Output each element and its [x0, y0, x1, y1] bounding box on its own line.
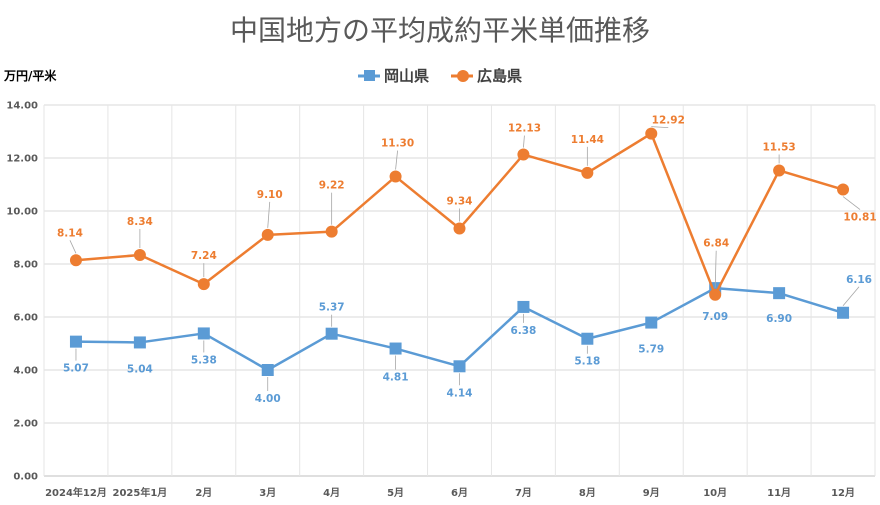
hiroshima-data-label: 6.84	[703, 238, 729, 250]
okayama-marker	[453, 360, 466, 373]
y-tick-label: 10.00	[6, 207, 38, 218]
hiroshima-marker	[581, 166, 594, 179]
okayama-data-label: 7.09	[702, 311, 728, 323]
hiroshima-marker	[133, 248, 146, 261]
legend-marker-square	[364, 70, 375, 81]
hiroshima-marker	[389, 170, 402, 183]
hiroshima-data-label: 8.14	[57, 227, 83, 239]
hiroshima-data-label: 11.53	[763, 141, 796, 153]
okayama-marker	[69, 335, 82, 348]
hiroshima-marker	[261, 228, 274, 241]
hiroshima-data-label: 7.24	[191, 250, 217, 262]
hiroshima-data-label: 9.22	[319, 180, 345, 192]
x-tick-label: 3月	[259, 487, 276, 499]
okayama-data-label: 6.38	[510, 325, 536, 337]
hiroshima-data-label: 10.81	[843, 212, 876, 224]
x-tick-label: 4月	[323, 487, 340, 499]
hiroshima-marker	[69, 254, 82, 267]
okayama-marker	[197, 327, 210, 340]
okayama-data-label: 4.00	[255, 393, 281, 405]
y-tick-label: 0.00	[13, 472, 38, 483]
y-tick-label: 2.00	[13, 419, 38, 430]
hiroshima-data-label: 12.92	[652, 115, 685, 127]
okayama-data-label: 5.37	[319, 302, 345, 314]
hiroshima-data-label: 11.44	[571, 134, 604, 146]
okayama-data-label: 5.38	[191, 354, 217, 366]
leader-line	[395, 150, 398, 170]
leader-line	[842, 286, 860, 307]
okayama-data-label: 4.14	[447, 387, 473, 399]
x-tick-label: 5月	[387, 487, 404, 499]
y-tick-label: 14.00	[6, 101, 38, 112]
okayama-marker	[325, 327, 338, 340]
okayama-marker	[389, 342, 402, 355]
x-tick-label: 10月	[703, 487, 727, 499]
series-group: 5.07 5.04 5.38 4.00 5.37 4.81 4.14 6.38 5.18 5.79…	[57, 115, 877, 405]
hiroshima-data-label: 9.34	[447, 195, 473, 207]
okayama-data-label: 5.79	[638, 344, 664, 356]
okayama-marker	[517, 300, 530, 313]
y-tick-label: 6.00	[13, 313, 38, 324]
x-tick-label: 9月	[643, 487, 660, 499]
y-tick-label: 4.00	[13, 366, 38, 377]
x-tick-label: 11月	[767, 487, 791, 499]
okayama-marker	[645, 316, 658, 329]
hiroshima-marker	[517, 148, 530, 161]
hiroshima-marker	[773, 164, 786, 177]
okayama-marker	[773, 287, 786, 300]
okayama-data-label: 4.81	[383, 372, 409, 384]
y-tick-label: 12.00	[6, 154, 38, 165]
hiroshima-data-label: 12.13	[508, 123, 541, 135]
okayama-marker	[837, 306, 850, 319]
hiroshima-marker	[645, 127, 658, 140]
y-axis-unit-label: 万円/平米	[3, 68, 57, 83]
legend-label: 岡山県	[384, 67, 429, 85]
leader-line	[714, 250, 717, 288]
hiroshima-marker	[709, 288, 722, 301]
legend: 岡山県 広島県	[358, 67, 522, 85]
okayama-marker	[261, 364, 274, 376]
x-tick-label: 12月	[831, 487, 855, 499]
x-tick-label: 2月	[195, 487, 212, 499]
hiroshima-data-label: 11.30	[381, 138, 414, 150]
leader-line	[842, 196, 861, 210]
hiroshima-marker	[453, 222, 466, 235]
x-tick-label: 7月	[515, 487, 532, 499]
chart-title: 中国地方の平均成約平米単価推移	[230, 14, 650, 47]
hiroshima-data-label: 8.34	[127, 216, 153, 228]
hiroshima-data-label: 9.10	[257, 189, 283, 201]
legend-label: 広島県	[477, 67, 522, 85]
okayama-marker	[133, 336, 146, 349]
y-axis-ticks: 0.00 2.00 4.00 6.00 8.00 10.00 12.00 14.00	[6, 101, 38, 483]
okayama-marker	[581, 332, 594, 345]
okayama-data-label: 6.16	[846, 274, 872, 286]
leader-line	[523, 135, 525, 148]
x-axis-ticks: 2024年12月 2025年1月 2月 3月 4月 5月 6月 7月 8月 9月 10月 11月 12月	[45, 486, 855, 499]
x-tick-label: 2024年12月	[45, 486, 107, 499]
x-tick-label: 6月	[451, 487, 468, 499]
okayama-data-label: 5.07	[63, 363, 89, 375]
grid	[43, 104, 876, 477]
hiroshima-marker	[197, 278, 210, 291]
hiroshima-marker	[837, 183, 850, 196]
x-tick-label: 2025年1月	[112, 486, 167, 499]
leader-line	[69, 240, 77, 254]
okayama-data-label: 6.90	[766, 313, 792, 325]
leader-line	[651, 126, 669, 129]
okayama-data-label: 5.04	[127, 363, 153, 375]
leader-line	[267, 201, 271, 228]
okayama-data-label: 5.18	[574, 356, 600, 368]
y-tick-label: 8.00	[13, 260, 38, 271]
x-tick-label: 8月	[579, 487, 596, 499]
hiroshima-marker	[325, 225, 338, 238]
legend-marker-circle	[457, 70, 469, 82]
